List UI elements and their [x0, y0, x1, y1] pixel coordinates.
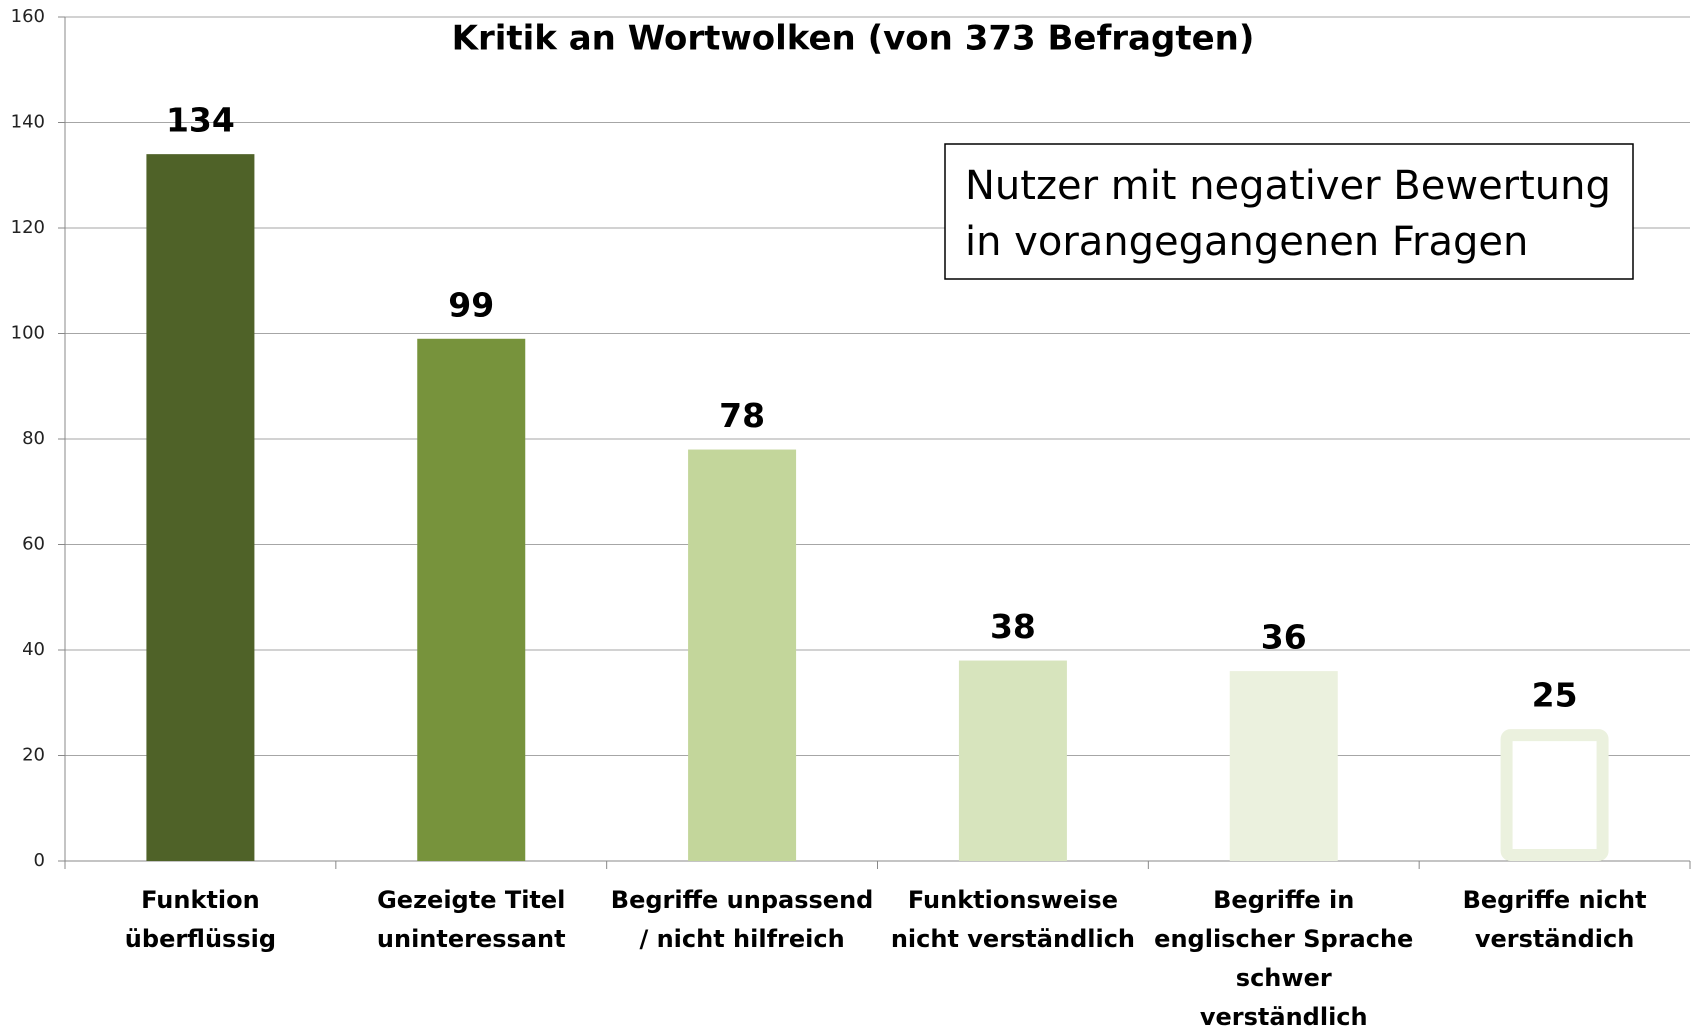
y-tick-label: 60 — [22, 534, 45, 555]
bar — [1229, 671, 1338, 861]
x-tick-label: Funktionsweise nicht verständlich — [891, 886, 1135, 953]
y-tick-label: 140 — [11, 112, 45, 133]
x-tick-label: Funktion überflüssig — [125, 886, 276, 953]
value-label: 99 — [448, 285, 494, 324]
value-label: 36 — [1261, 618, 1307, 657]
x-tick-label: Begriffe unpassend / nicht hilfreich — [611, 886, 874, 953]
annotation: Nutzer mit negativer Bewertung in vorange… — [965, 163, 1611, 265]
annotation-box — [944, 143, 1634, 280]
bar — [146, 154, 255, 861]
y-tick-label: 0 — [34, 850, 45, 871]
x-tick-label: Gezeigte Titel uninteressant — [377, 886, 566, 953]
bar — [958, 660, 1067, 861]
y-tick-label: 100 — [11, 323, 45, 344]
value-label: 38 — [990, 607, 1036, 646]
value-label: 25 — [1532, 676, 1578, 715]
x-tick-label: Begriffe in englischer Sprache schwer verst… — [1154, 886, 1413, 1028]
bar — [688, 449, 797, 861]
y-tick-label: 40 — [22, 639, 45, 660]
y-tick-label: 20 — [22, 745, 45, 766]
bar — [417, 338, 526, 861]
x-tick-label: Begriffe nicht verständich — [1463, 886, 1647, 953]
y-tick-label: 120 — [11, 217, 45, 238]
value-label: 78 — [719, 396, 765, 435]
bar — [1500, 729, 1609, 861]
y-tick-label: 160 — [11, 6, 45, 27]
chart-title: Kritik an Wortwolken (von 373 Befragten) — [452, 19, 1255, 59]
value-label: 134 — [166, 101, 235, 140]
y-tick-label: 80 — [22, 428, 45, 449]
